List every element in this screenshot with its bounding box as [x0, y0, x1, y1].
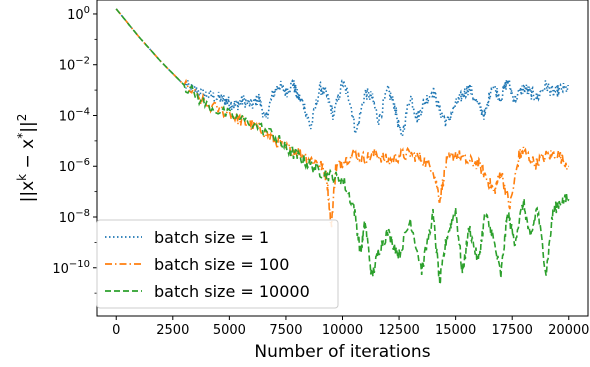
- y-axis: 100 10−2 10−4 10−6 10−8 10−10: [52, 5, 97, 294]
- legend-label-2: batch size = 100: [154, 255, 289, 274]
- legend-label-3: batch size = 10000: [154, 282, 310, 301]
- x-tick-label: 5000: [213, 323, 246, 338]
- y-label-end: ||: [18, 121, 38, 132]
- legend: batch size = 1 batch size = 100 batch size…: [96, 219, 339, 309]
- series-layer: [115, 8, 570, 285]
- x-tick-label: 15000: [435, 323, 476, 338]
- y-label-sup2: *: [15, 133, 29, 139]
- legend-label-1: batch size = 1: [154, 228, 269, 247]
- series-line-2: [115, 8, 570, 228]
- y-tick-label: 10−8: [59, 208, 90, 226]
- y-tick-label: 10−4: [59, 106, 90, 124]
- y-label-mid: − x: [18, 139, 38, 174]
- x-axis-label: Number of iterations: [254, 342, 430, 362]
- x-axis: 0 2500 5000 7500 10000 12500 15000 17500 20000: [112, 316, 589, 338]
- x-tick-label: 7500: [269, 323, 302, 338]
- y-label-sup3: 2: [15, 114, 29, 122]
- y-tick-label: 10−10: [52, 259, 90, 277]
- y-axis-label: ||xk − x*||2: [15, 114, 38, 203]
- x-tick-label: 12500: [378, 323, 419, 338]
- legend-box: [96, 219, 339, 309]
- series-line-3: [115, 8, 570, 285]
- y-label-base: ||x: [18, 181, 38, 203]
- x-tick-label: 0: [112, 323, 120, 338]
- y-tick-label: 10−2: [59, 56, 90, 74]
- x-tick-label: 17500: [492, 323, 533, 338]
- series-line-1: [115, 8, 570, 139]
- x-tick-label: 10000: [322, 323, 363, 338]
- x-tick-label: 20000: [548, 323, 589, 338]
- y-tick-label: 100: [67, 5, 90, 23]
- y-tick-label: 10−6: [59, 157, 90, 175]
- y-label-sup1: k: [15, 174, 29, 181]
- x-tick-label: 2500: [156, 323, 189, 338]
